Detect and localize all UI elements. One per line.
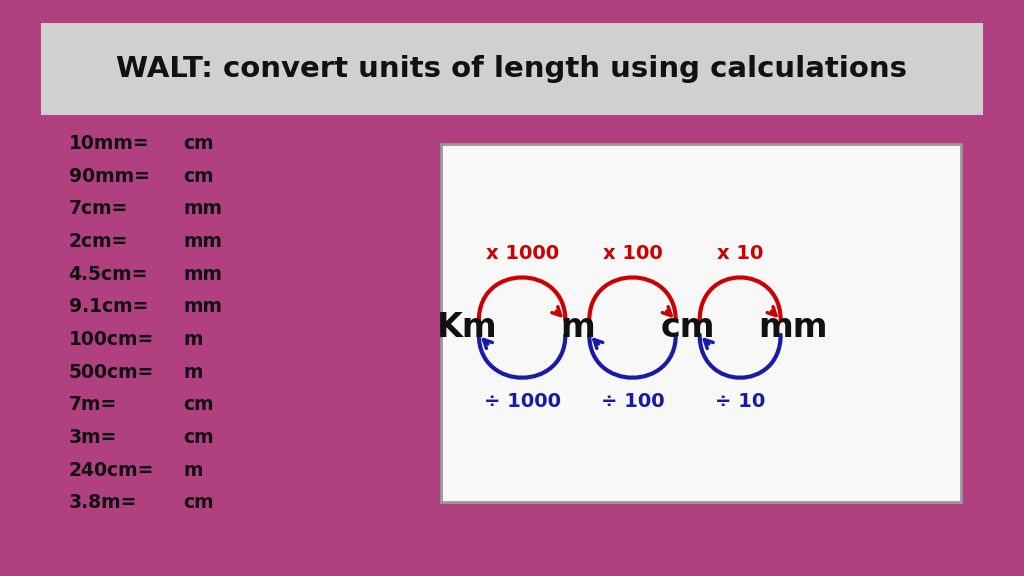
Bar (41, 23, 983, 115)
Text: mm: mm (183, 297, 222, 316)
Text: ÷ 1000: ÷ 1000 (483, 392, 560, 411)
Text: x 1000: x 1000 (485, 244, 559, 263)
Text: m: m (183, 461, 203, 480)
Text: ÷ 100: ÷ 100 (601, 392, 665, 411)
Text: WALT: convert units of length using calculations: WALT: convert units of length using calc… (117, 55, 907, 83)
Text: 3.8m=: 3.8m= (69, 493, 137, 512)
Text: 2cm=: 2cm= (69, 232, 128, 251)
Text: 4.5cm=: 4.5cm= (69, 265, 147, 284)
Text: cm: cm (183, 166, 214, 185)
Text: 7m=: 7m= (69, 395, 117, 414)
Text: 500cm=: 500cm= (69, 363, 154, 382)
Text: m: m (560, 311, 595, 344)
Text: 240cm=: 240cm= (69, 461, 154, 480)
Bar (441, 143, 961, 502)
Text: 10mm=: 10mm= (69, 134, 150, 153)
Text: mm: mm (183, 232, 222, 251)
Text: 90mm=: 90mm= (69, 166, 150, 185)
Text: cm: cm (183, 428, 214, 447)
Text: mm: mm (758, 311, 827, 344)
Text: cm: cm (183, 395, 214, 414)
Text: mm: mm (183, 265, 222, 284)
Text: m: m (183, 330, 203, 349)
Text: m: m (183, 363, 203, 382)
Text: cm: cm (660, 311, 715, 344)
Text: 100cm=: 100cm= (69, 330, 154, 349)
Text: 7cm=: 7cm= (69, 199, 128, 218)
Text: x 100: x 100 (603, 244, 663, 263)
Text: mm: mm (183, 199, 222, 218)
Text: ÷ 10: ÷ 10 (715, 392, 765, 411)
Text: cm: cm (183, 134, 214, 153)
Text: 9.1cm=: 9.1cm= (69, 297, 147, 316)
Text: Km: Km (436, 311, 498, 344)
Text: x 10: x 10 (717, 244, 763, 263)
Text: 3m=: 3m= (69, 428, 117, 447)
Text: cm: cm (183, 493, 214, 512)
